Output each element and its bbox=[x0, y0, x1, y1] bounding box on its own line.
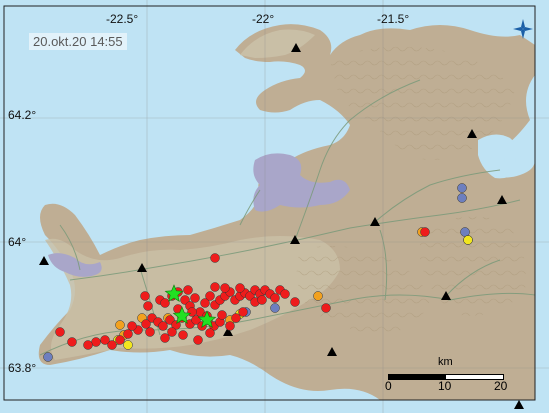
scale-tick-0: 0 bbox=[385, 379, 392, 393]
quake-blue-0[interactable] bbox=[43, 352, 53, 362]
quake-red-59[interactable] bbox=[178, 330, 188, 340]
station-triangle-9 bbox=[441, 291, 451, 300]
lon-label-1: -22.5° bbox=[106, 12, 139, 26]
quake-red-38[interactable] bbox=[145, 327, 155, 337]
quake-red-72[interactable] bbox=[187, 307, 197, 317]
quake-red-56[interactable] bbox=[235, 283, 245, 293]
quake-red-24[interactable] bbox=[280, 289, 290, 299]
quake-red-1[interactable] bbox=[160, 298, 170, 308]
quake-red-66[interactable] bbox=[210, 253, 220, 263]
quake-red-49[interactable] bbox=[55, 327, 65, 337]
lava-field-north bbox=[253, 153, 350, 212]
quake-red-9[interactable] bbox=[205, 291, 215, 301]
lat-label-1: 64.2° bbox=[8, 108, 37, 122]
highland-texture-3 bbox=[420, 216, 526, 316]
highland-texture bbox=[330, 46, 515, 160]
land-northwest bbox=[240, 29, 315, 58]
scale-tick-10: 10 bbox=[438, 379, 452, 393]
quake-red-6[interactable] bbox=[190, 293, 200, 303]
quake-red-33[interactable] bbox=[191, 315, 201, 325]
lake-small bbox=[504, 150, 516, 170]
lat-label-2: 64° bbox=[8, 235, 27, 249]
quake-red-8[interactable] bbox=[200, 298, 210, 308]
quake-red-69[interactable] bbox=[257, 295, 267, 305]
quake-red-41[interactable] bbox=[127, 321, 137, 331]
quake-orange-0[interactable] bbox=[115, 320, 125, 330]
timestamp-label: 20.okt.20 14:55 bbox=[29, 33, 127, 50]
quake-red-57[interactable] bbox=[160, 333, 170, 343]
lat-label-3: 63.8° bbox=[8, 361, 37, 375]
quake-blue-5[interactable] bbox=[460, 227, 470, 237]
quake-red-67[interactable] bbox=[420, 227, 430, 237]
quake-red-43[interactable] bbox=[115, 335, 125, 345]
quake-red-60[interactable] bbox=[193, 335, 203, 345]
quake-red-54[interactable] bbox=[210, 282, 220, 292]
station-triangle-7 bbox=[223, 327, 233, 336]
quake-orange-5[interactable] bbox=[313, 291, 323, 301]
quake-blue-2[interactable] bbox=[270, 303, 280, 313]
quake-yellow-3[interactable] bbox=[463, 235, 473, 245]
quake-red-42[interactable] bbox=[123, 329, 133, 339]
quake-red-64[interactable] bbox=[238, 307, 248, 317]
quake-yellow-1[interactable] bbox=[123, 340, 133, 350]
large-quake-star-2[interactable] bbox=[197, 310, 217, 328]
scale-tick-20: 20 bbox=[494, 379, 508, 393]
quake-red-25[interactable] bbox=[290, 297, 300, 307]
quake-red-48[interactable] bbox=[67, 337, 77, 347]
station-triangle-1 bbox=[467, 129, 477, 138]
scale-bar-frame bbox=[388, 374, 504, 380]
lon-label-3: -21.5° bbox=[377, 12, 410, 26]
scale-bar-fill bbox=[389, 375, 446, 379]
scale-bar: km 0 10 20 bbox=[385, 356, 507, 393]
lava-field-west bbox=[48, 253, 102, 277]
quake-red-45[interactable] bbox=[100, 335, 110, 345]
large-quake-star-0[interactable] bbox=[164, 284, 184, 302]
highland-texture-2 bbox=[296, 246, 430, 335]
map-border bbox=[3, 5, 536, 401]
quake-red-46[interactable] bbox=[91, 337, 101, 347]
quake-red-62[interactable] bbox=[225, 321, 235, 331]
large-quake-star-1[interactable] bbox=[172, 306, 192, 324]
scale-unit: km bbox=[438, 356, 453, 368]
quake-red-65[interactable] bbox=[321, 303, 331, 313]
quake-red-39[interactable] bbox=[141, 319, 151, 329]
station-triangle-0 bbox=[291, 43, 301, 52]
quake-red-70[interactable] bbox=[217, 310, 227, 320]
quake-red-22[interactable] bbox=[270, 293, 280, 303]
quake-red-55[interactable] bbox=[220, 283, 230, 293]
quake-red-58[interactable] bbox=[167, 327, 177, 337]
quake-red-53[interactable] bbox=[183, 285, 193, 295]
quake-blue-3[interactable] bbox=[457, 183, 467, 193]
quake-blue-4[interactable] bbox=[457, 193, 467, 203]
station-triangle-6 bbox=[39, 256, 49, 265]
seismic-stations bbox=[39, 43, 524, 409]
station-triangle-3 bbox=[370, 217, 380, 226]
station-triangle-5 bbox=[137, 263, 147, 272]
earthquake-markers bbox=[43, 183, 473, 362]
imo-logo-icon bbox=[513, 19, 533, 39]
quake-red-28[interactable] bbox=[158, 321, 168, 331]
station-triangle-10 bbox=[514, 400, 524, 409]
quake-red-63[interactable] bbox=[231, 313, 241, 323]
quake-red-47[interactable] bbox=[83, 340, 93, 350]
quake-red-44[interactable] bbox=[107, 340, 117, 350]
station-triangle-2 bbox=[497, 195, 507, 204]
station-triangle-8 bbox=[327, 347, 337, 356]
lon-label-2: -22° bbox=[252, 12, 275, 26]
quake-red-61[interactable] bbox=[205, 328, 215, 338]
station-triangle-4 bbox=[290, 235, 300, 244]
quake-red-50[interactable] bbox=[140, 291, 150, 301]
quake-red-51[interactable] bbox=[143, 301, 153, 311]
